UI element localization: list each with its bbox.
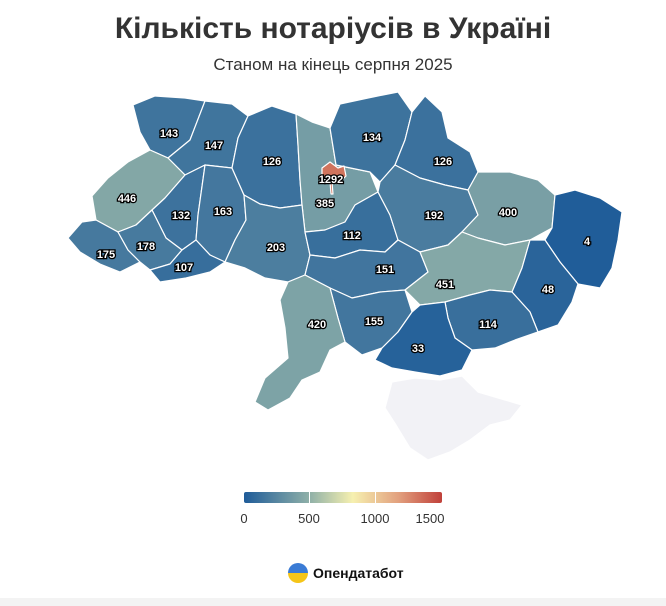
region-value-label-kherson: 33 (412, 343, 424, 355)
map-title: Кількість нотаріусів в Україні (114, 12, 552, 45)
legend-tick-label: 0 (240, 511, 248, 526)
legend-tick-500-line (309, 492, 310, 503)
region-value-label-ternopil: 132 (172, 210, 190, 222)
region-luhansk[interactable] (544, 189, 623, 289)
region-value-label-rivne: 147 (205, 140, 223, 152)
region-value-label-donetsk: 48 (542, 284, 554, 296)
legend-tick-1000-line (375, 492, 376, 503)
region-value-label-lviv: 446 (118, 193, 136, 205)
region-value-label-zaporizhzhia: 114 (479, 319, 498, 331)
map-subtitle: Станом на кінець серпня 2025 (213, 55, 453, 74)
region-value-label-dnipropetrovsk: 451 (436, 279, 454, 291)
region-value-label-kyiv-oblast: 385 (316, 198, 334, 210)
region-value-label-khmelnytskyi: 163 (214, 206, 232, 218)
region-value-label-volyn: 143 (160, 128, 178, 140)
region-value-label-sumy: 126 (434, 156, 452, 168)
region-value-label-zakarpattia: 175 (97, 249, 115, 261)
region-chernivtsi[interactable] (149, 239, 226, 283)
region-donetsk[interactable] (511, 239, 579, 333)
region-value-label-zhytomyr: 126 (263, 156, 281, 168)
region-value-label-kirovohrad: 151 (376, 264, 394, 276)
region-value-label-poltava: 192 (425, 210, 443, 222)
region-kherson[interactable] (374, 301, 473, 377)
region-odesa[interactable] (254, 274, 346, 411)
legend-color-bar (244, 492, 442, 503)
region-value-label-mykolaiv: 155 (365, 316, 383, 328)
region-value-label-luhansk: 4 (584, 236, 591, 248)
region-value-label-chernihiv: 134 (363, 132, 382, 144)
region-value-label-vinnytsia: 203 (267, 242, 285, 254)
region-value-label-odesa: 420 (308, 319, 326, 331)
footer-bar (0, 598, 666, 606)
region-zakarpattia[interactable] (67, 219, 141, 273)
region-value-label-kyiv-city: 1292 (319, 174, 343, 186)
region-kharkiv[interactable] (461, 171, 556, 246)
brand[interactable]: Опендатабот (288, 562, 404, 584)
legend-tick-label: 500 (298, 511, 320, 526)
legend-tick-label: 1000 (360, 511, 390, 526)
region-value-label-chernivtsi: 107 (175, 262, 193, 274)
region-value-label-cherkasy: 112 (343, 230, 361, 242)
region-kyiv-city[interactable] (321, 161, 347, 195)
brand-logo-icon (288, 563, 308, 583)
brand-name: Опендатабот (313, 565, 404, 581)
legend-tick-label: 1500 (415, 511, 445, 526)
region-crimea[interactable] (384, 375, 523, 461)
region-value-label-ivano-frankivsk: 178 (137, 241, 155, 253)
region-value-label-kharkiv: 400 (499, 207, 517, 219)
